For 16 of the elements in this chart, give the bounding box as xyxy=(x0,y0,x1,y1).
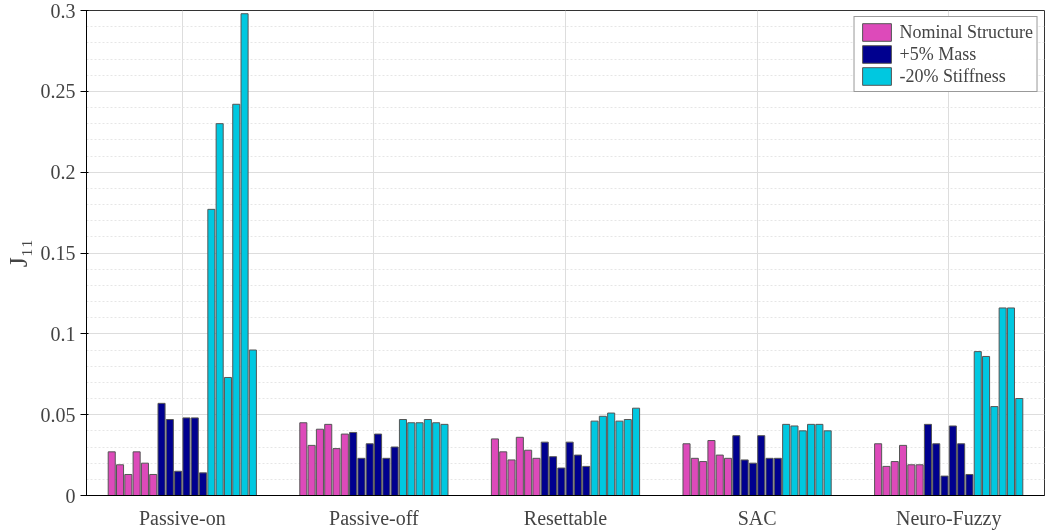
y-tick-label: 0.05 xyxy=(40,403,76,426)
y-axis-title: J₁₁ xyxy=(3,238,33,268)
x-tick-label: Neuro-Fuzzy xyxy=(895,506,1002,530)
x-tick-label: SAC xyxy=(737,506,777,529)
y-tick-label: 0 xyxy=(65,484,76,507)
legend-label: -20% Stiffness xyxy=(899,65,1006,87)
y-tick-label: 0.15 xyxy=(40,242,76,264)
y-tick-label: 0.25 xyxy=(40,80,76,103)
legend-label: +5% Mass xyxy=(899,43,977,65)
y-tick-label: 0.2 xyxy=(50,161,76,184)
x-tick-label: Resettable xyxy=(523,506,608,529)
y-tick-label: 0.1 xyxy=(50,322,76,345)
x-tick-label: Passive-on xyxy=(138,506,226,529)
x-tick-label: Passive-off xyxy=(329,506,420,529)
legend-label: Nominal Structure xyxy=(899,21,1033,43)
y-tick-label: 0.3 xyxy=(50,0,76,22)
